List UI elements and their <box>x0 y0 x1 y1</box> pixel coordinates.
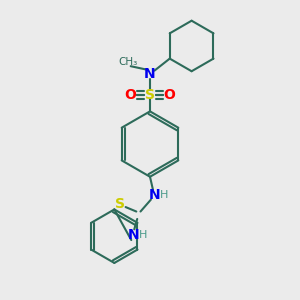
Text: O: O <box>125 88 136 102</box>
Text: H: H <box>139 230 147 240</box>
Text: N: N <box>148 188 160 202</box>
Text: N: N <box>144 67 156 81</box>
Text: H: H <box>160 190 168 200</box>
Text: N: N <box>128 228 140 242</box>
Text: O: O <box>164 88 175 102</box>
Text: S: S <box>115 197 125 211</box>
Text: S: S <box>145 88 155 102</box>
Text: CH₃: CH₃ <box>118 57 137 67</box>
